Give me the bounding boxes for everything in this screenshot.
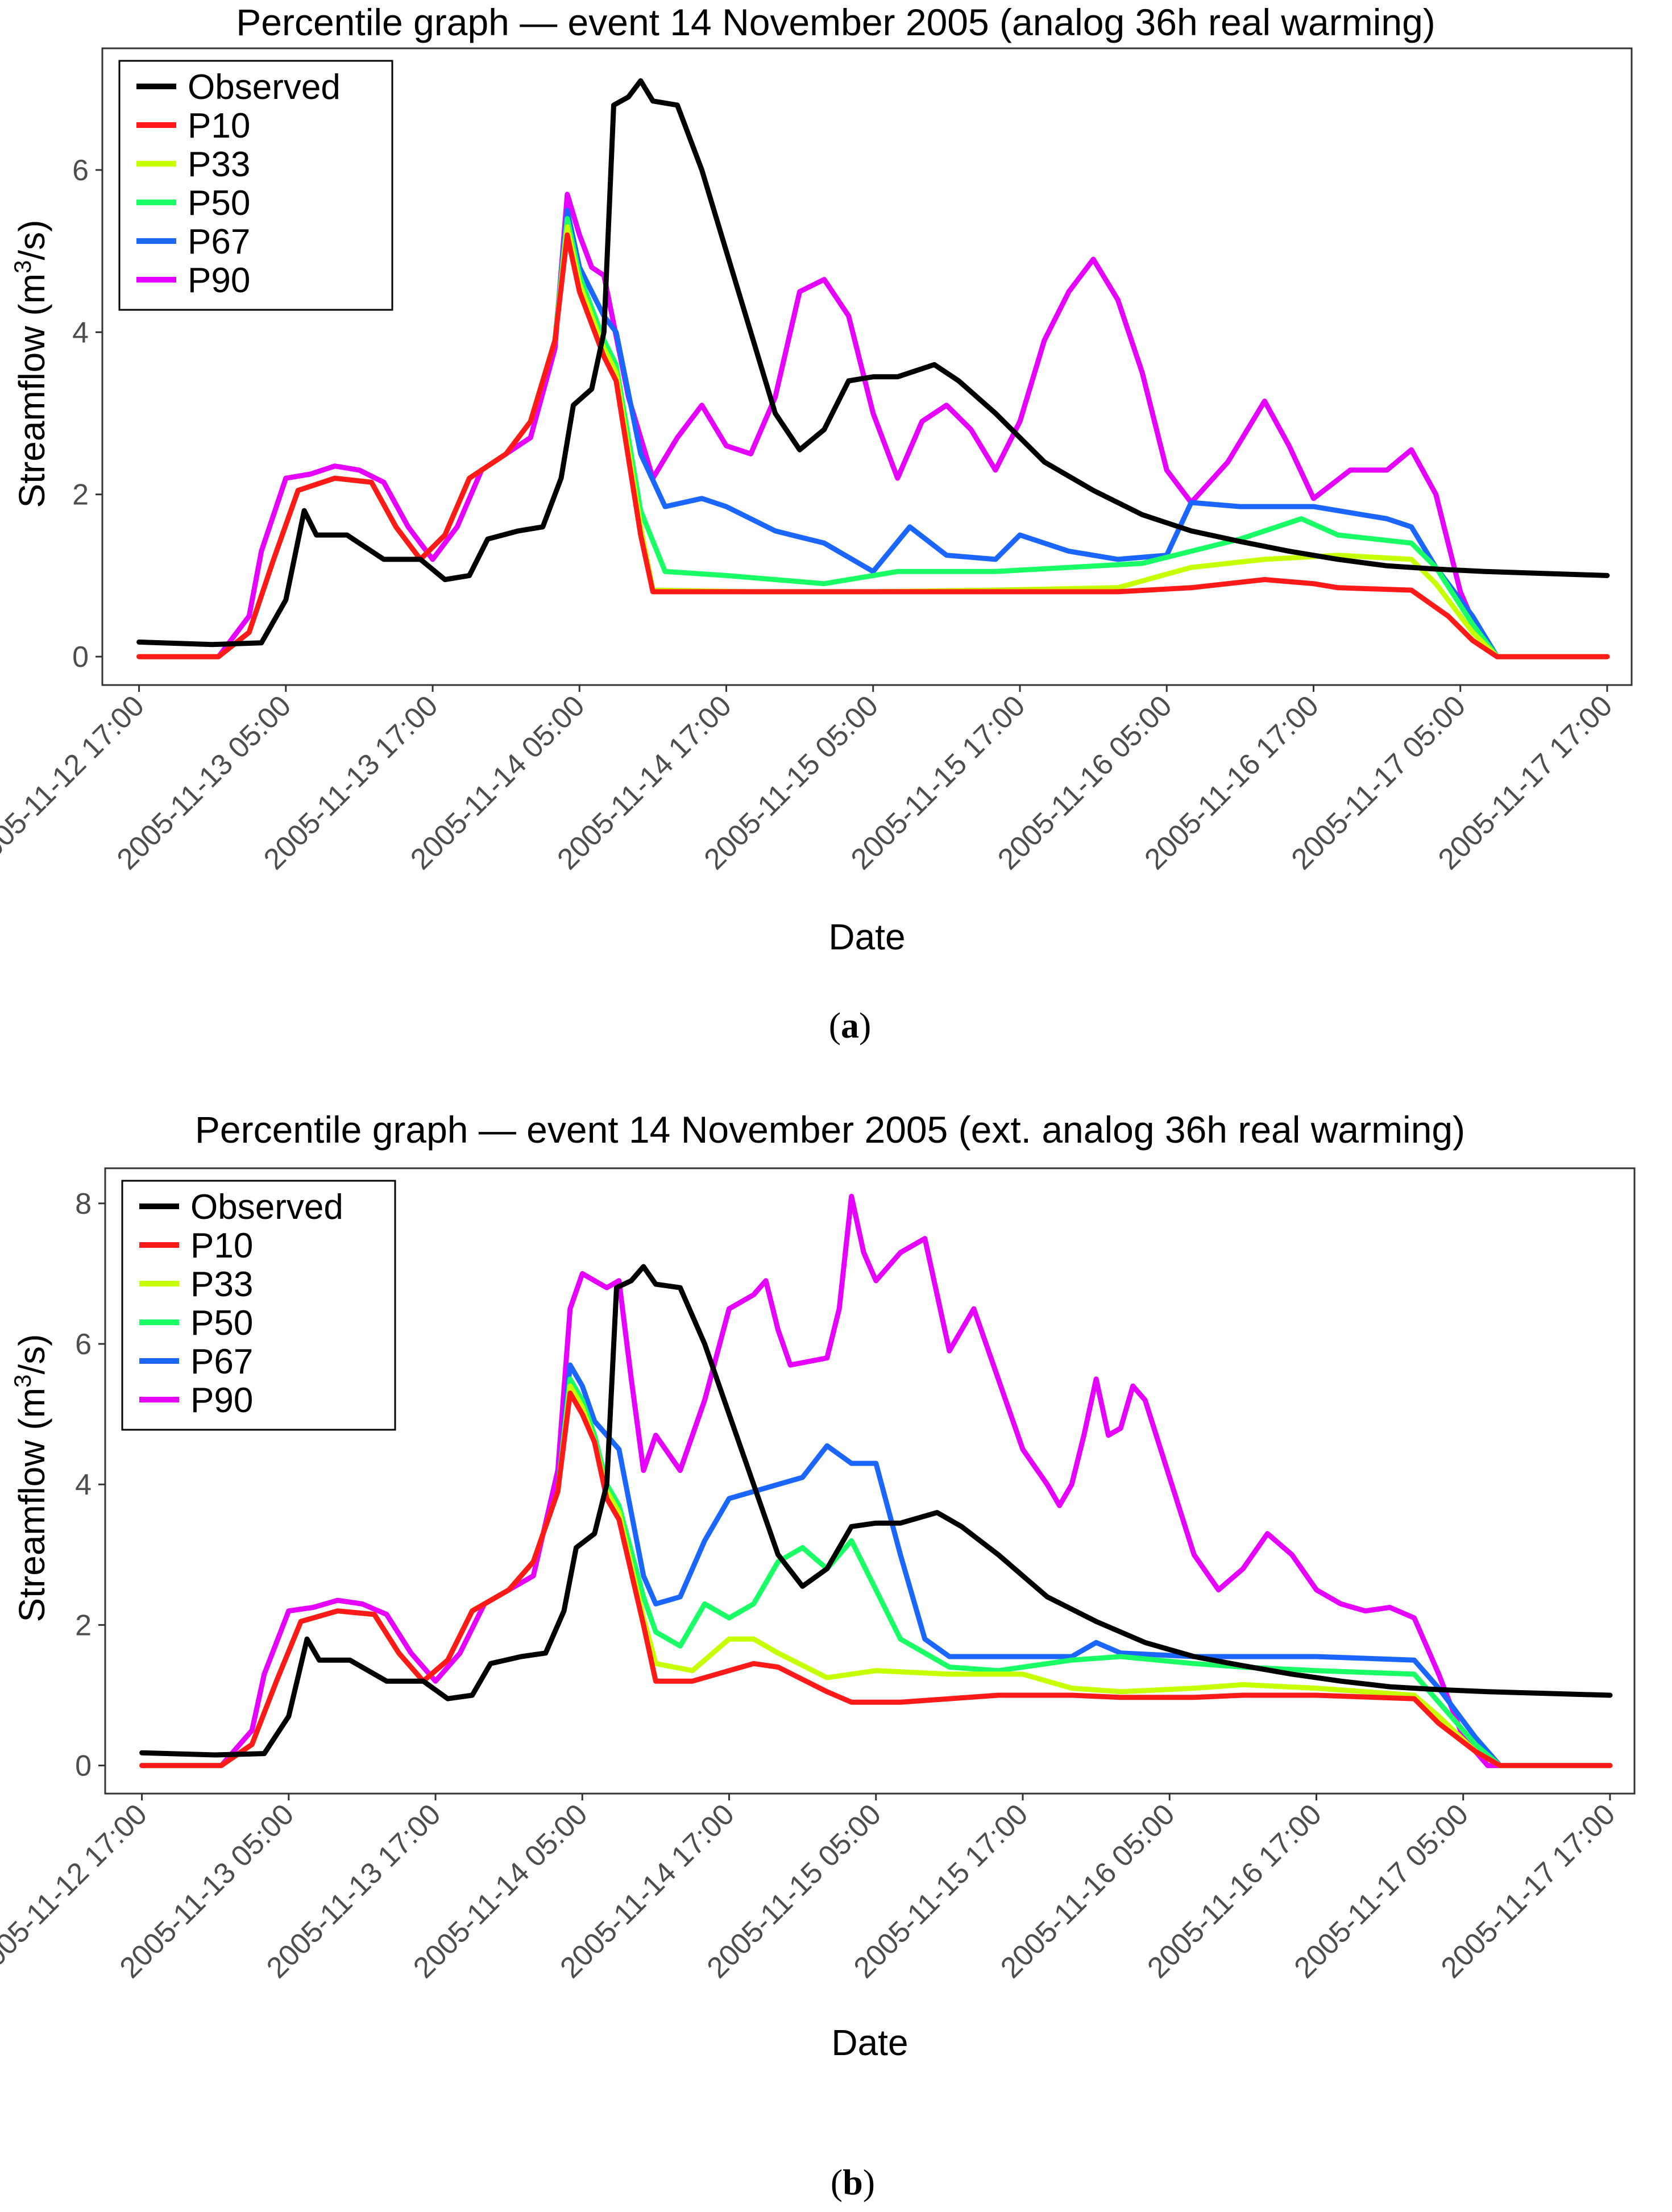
chart-a-x-axis-title: Date (828, 916, 905, 957)
chart-b-ytick-label: 8 (75, 1188, 92, 1221)
chart-a-ytick-label: 0 (72, 641, 89, 674)
chart-a-legend-label-p10: P10 (188, 106, 250, 146)
chart-b-plot-frame (104, 1167, 1636, 1795)
chart-a-ytick-label: 2 (72, 479, 89, 512)
chart-b-y-axis-title: Streamflow (m3/s) (9, 1334, 52, 1622)
chart-a-series-p10 (136, 232, 1610, 659)
chart-b-ytick-label: 4 (75, 1468, 92, 1501)
chart-a-legend-box (118, 60, 393, 311)
chart-a-legend-label-p50: P50 (188, 184, 250, 223)
chart-a-ytick-label: 6 (72, 154, 89, 187)
chart-a-legend-label-p67: P67 (188, 222, 250, 262)
chart-a-y-axis-title: Streamflow (m3/s) (9, 220, 52, 508)
chart-a-series-observed (136, 78, 1610, 648)
chart-b-series-observed (139, 1264, 1613, 1758)
chart-a-legend-label-observed: Observed (188, 68, 341, 107)
chart-a-series-p90 (136, 192, 1610, 659)
chart-b-caption: (b) (831, 2162, 875, 2202)
chart-b-ytick-label: 0 (75, 1750, 92, 1783)
chart-b-legend-label-p50: P50 (190, 1304, 253, 1343)
chart-b-legend-label-p33: P33 (190, 1265, 253, 1304)
chart-b-legend-box (121, 1180, 396, 1431)
chart-a-legend-label-p33: P33 (188, 145, 250, 184)
chart-b-legend-label-p10: P10 (190, 1226, 253, 1265)
chart-a-ytick-label: 4 (72, 316, 89, 349)
chart-b-series-p10 (139, 1391, 1613, 1769)
chart-b-legend-label-p67: P67 (190, 1342, 253, 1381)
chart-b-legend-label-observed: Observed (190, 1188, 343, 1227)
chart-a-title: Percentile graph — event 14 November 200… (236, 1, 1435, 43)
chart-a-caption: (a) (829, 1005, 872, 1045)
chart-a-plot-frame (101, 47, 1633, 686)
chart-b-ytick-label: 2 (75, 1609, 92, 1642)
chart-b-legend-label-p90: P90 (190, 1381, 253, 1420)
chart-a-legend-label-p90: P90 (188, 261, 250, 300)
chart-b-x-axis-title: Date (831, 2022, 908, 2063)
chart-b-series-p90 (139, 1193, 1613, 1769)
chart-b-title: Percentile graph — event 14 November 200… (195, 1109, 1465, 1151)
chart-b-ytick-label: 6 (75, 1328, 92, 1361)
